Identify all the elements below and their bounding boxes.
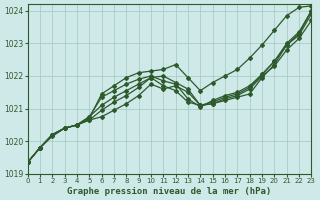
X-axis label: Graphe pression niveau de la mer (hPa): Graphe pression niveau de la mer (hPa) xyxy=(68,187,272,196)
